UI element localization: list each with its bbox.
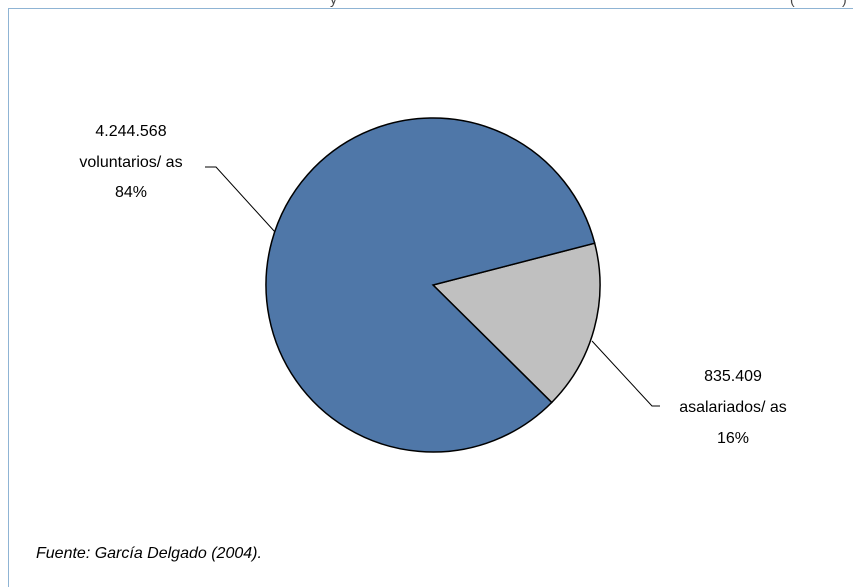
cropped-glyph: y	[330, 0, 337, 7]
slice-name-label: voluntarios/ as	[79, 154, 182, 171]
slice-value-label: 4.244.568	[95, 123, 166, 140]
chart-frame	[8, 8, 853, 587]
pie-slice-asalariados	[431, 242, 601, 404]
slice-percent-label: 84%	[115, 184, 147, 201]
source-note: Fuente: García Delgado (2004).	[36, 545, 262, 562]
cropped-top-edge: y ( )	[0, 0, 853, 8]
leader-line-voluntarios	[205, 166, 276, 233]
pie-slice-voluntarios	[265, 117, 596, 453]
cropped-glyph: (	[790, 0, 795, 7]
cropped-glyph: )	[842, 0, 847, 7]
leader-line-asalariados	[591, 340, 660, 407]
slice-percent-label: 16%	[717, 430, 749, 447]
slice-value-label: 835.409	[704, 368, 762, 385]
slice-name-label: asalariados/ as	[679, 399, 787, 416]
pie-slices	[265, 117, 601, 453]
